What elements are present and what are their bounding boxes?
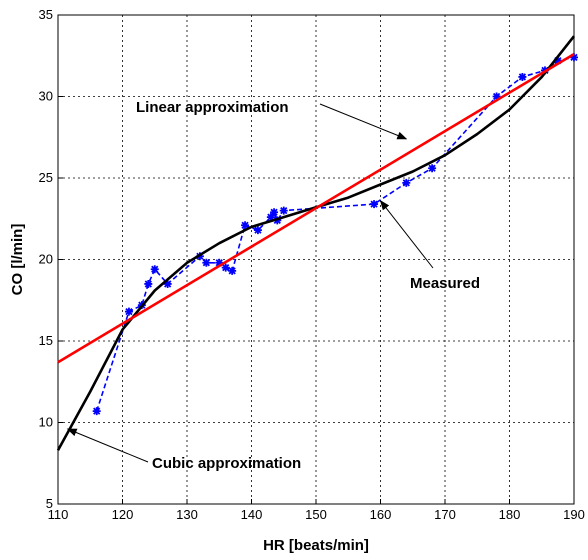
measured-point-marker <box>150 265 159 274</box>
measured-point-marker <box>570 53 578 62</box>
measured-point-marker <box>518 72 527 81</box>
annotation-label: Measured <box>410 275 480 292</box>
series-linear-approximation <box>57 52 575 364</box>
measured-point-marker <box>253 226 262 235</box>
annotation-arrow <box>379 200 434 269</box>
x-tick-label: 170 <box>434 507 456 522</box>
y-tick-label: 30 <box>39 89 53 104</box>
measured-point <box>92 407 101 416</box>
x-axis-ticks: 110 120 130 140 150 160 170 180 190 <box>48 499 585 522</box>
x-axis-label: HR [beats/min] <box>263 537 369 554</box>
measured-point <box>279 206 288 215</box>
measured-point <box>228 266 237 275</box>
measured-point <box>124 307 133 316</box>
y-tick-label: 35 <box>39 7 53 22</box>
y-axis-ticks: 5 10 15 20 25 30 35 <box>39 7 63 511</box>
measured-point <box>518 72 527 81</box>
measured-point-marker <box>241 221 250 230</box>
annotations-layer: Linear approximation Measured Cubic approx… <box>66 99 480 472</box>
y-tick-label: 10 <box>39 415 53 430</box>
x-tick-label: 150 <box>305 507 327 522</box>
annotation-arrow <box>319 103 408 140</box>
annotation-arrow <box>66 428 149 463</box>
x-tick-label: 130 <box>176 507 198 522</box>
measured-point <box>241 221 250 230</box>
measured-point <box>221 263 230 272</box>
y-tick-label: 25 <box>39 170 53 185</box>
measured-point <box>266 213 275 222</box>
measured-point-marker <box>370 200 379 209</box>
measured-point-marker <box>215 258 224 267</box>
x-tick-label: 120 <box>112 507 134 522</box>
measured-point <box>215 258 224 267</box>
measured-point-marker <box>492 92 501 101</box>
linear-approximation-line <box>57 52 575 364</box>
measured-point-marker <box>402 178 411 187</box>
measured-point <box>428 164 437 173</box>
measured-point-marker <box>266 213 275 222</box>
x-tick-label: 160 <box>370 507 392 522</box>
measured-point <box>370 200 379 209</box>
measured-point-marker <box>92 407 101 416</box>
series-layer <box>56 35 578 451</box>
measured-point-marker <box>221 263 230 272</box>
x-tick-label: 180 <box>499 507 521 522</box>
measured-point <box>150 265 159 274</box>
measured-point-marker <box>163 279 172 288</box>
y-tick-label: 5 <box>46 496 53 511</box>
measured-point <box>270 208 279 217</box>
y-tick-label: 20 <box>39 252 53 267</box>
measured-point-marker <box>144 279 153 288</box>
y-axis-label: CO [l/min] <box>9 224 26 296</box>
measured-point-marker <box>124 307 133 316</box>
annotation-label: Cubic approximation <box>152 455 301 472</box>
x-tick-label: 190 <box>563 507 585 522</box>
annotation-linear-approximation: Linear approximation <box>136 99 408 140</box>
measured-point <box>402 178 411 187</box>
measured-point <box>553 56 562 65</box>
x-tick-label: 110 <box>48 507 69 522</box>
measured-point <box>163 279 172 288</box>
measured-point <box>202 258 211 267</box>
measured-point <box>144 279 153 288</box>
measured-point-marker <box>228 266 237 275</box>
measured-point <box>253 226 262 235</box>
measured-point-marker <box>553 56 562 65</box>
measured-point-marker <box>270 208 279 217</box>
measured-point-marker <box>202 258 211 267</box>
grid-lines <box>58 15 574 504</box>
measured-point-marker <box>428 164 437 173</box>
x-tick-label: 140 <box>241 507 263 522</box>
annotation-cubic-approximation: Cubic approximation <box>66 428 301 472</box>
measured-point <box>492 92 501 101</box>
measured-point <box>570 53 578 62</box>
annotation-measured: Measured <box>379 200 480 292</box>
measured-point-marker <box>279 206 288 215</box>
annotation-label: Linear approximation <box>136 99 289 116</box>
y-tick-label: 15 <box>39 333 53 348</box>
